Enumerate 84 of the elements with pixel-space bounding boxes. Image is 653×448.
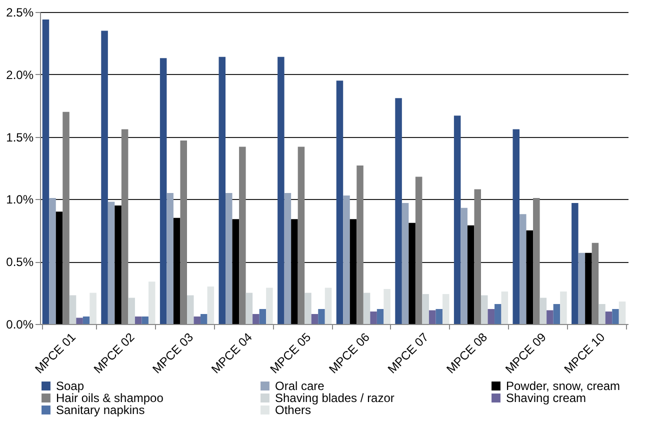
bar (384, 289, 390, 324)
y-tick-label: 2.0% (6, 68, 34, 82)
bar (343, 195, 350, 324)
bar (494, 304, 502, 324)
bar (370, 312, 377, 324)
bar (56, 212, 63, 324)
legend-label: Sanitary napkins (56, 403, 145, 417)
bar (350, 219, 357, 324)
bar (408, 222, 416, 324)
legend-label: Shaving cream (506, 391, 586, 405)
bar (148, 282, 156, 324)
bar (266, 288, 273, 324)
bar (526, 230, 534, 324)
y-tick-label: 0.0% (6, 318, 34, 332)
bar (200, 314, 208, 324)
bar (284, 192, 292, 324)
bar (460, 208, 468, 324)
bar (454, 116, 461, 324)
bar (166, 192, 174, 324)
y-tick-label: 2.5% (6, 6, 34, 20)
bar (605, 312, 612, 324)
bar (546, 310, 554, 324)
bar (49, 198, 56, 324)
bar (278, 56, 284, 324)
legend-label: Hair oils & shampoo (56, 391, 164, 405)
bar (160, 58, 167, 324)
bar (618, 302, 626, 324)
bar (324, 288, 332, 324)
bar (207, 286, 214, 324)
bar (291, 219, 298, 324)
bar (376, 309, 384, 324)
bar (553, 304, 560, 324)
bar (173, 218, 180, 324)
bar (336, 80, 344, 324)
bar (481, 295, 488, 324)
bar (259, 309, 266, 324)
bar (42, 19, 50, 324)
bar (194, 316, 201, 324)
bar (128, 298, 135, 324)
bar (318, 309, 325, 324)
bar (311, 314, 318, 324)
bar (512, 129, 520, 324)
bar (304, 292, 312, 324)
bar (598, 304, 606, 324)
bar (422, 294, 429, 324)
legend-label: Powder, snow, cream (506, 379, 620, 393)
bar (82, 316, 90, 324)
bar (101, 30, 108, 324)
bar (436, 309, 442, 324)
bar (520, 214, 526, 324)
y-tick-label: 0.5% (6, 255, 34, 270)
bar (560, 292, 567, 324)
bar (578, 252, 586, 324)
legend-label: Soap (56, 379, 84, 393)
bar (246, 292, 253, 324)
legend-label: Oral care (275, 379, 325, 393)
bar (90, 292, 96, 324)
bar (187, 295, 194, 324)
bar (232, 219, 240, 324)
bar (488, 309, 495, 324)
bar (501, 292, 508, 324)
bar (395, 98, 402, 324)
bar (218, 56, 226, 324)
bar (76, 318, 83, 324)
bar (69, 295, 76, 324)
bar (134, 316, 142, 324)
y-tick-label: 1.0% (6, 192, 34, 207)
bar (114, 205, 122, 324)
legend-label: Others (275, 403, 312, 417)
bar (402, 202, 409, 324)
bar (252, 314, 260, 324)
bar (540, 298, 547, 324)
bar (363, 292, 370, 324)
bar (585, 252, 592, 324)
bar (428, 310, 436, 324)
bar (612, 309, 619, 324)
bar (226, 192, 232, 324)
bar (108, 202, 115, 324)
bar (572, 202, 578, 324)
bar (467, 225, 474, 324)
y-tick-label: 1.5% (6, 130, 34, 144)
bar (142, 316, 148, 324)
legend-label: Shaving blades / razor (275, 391, 394, 405)
bar (442, 294, 450, 324)
